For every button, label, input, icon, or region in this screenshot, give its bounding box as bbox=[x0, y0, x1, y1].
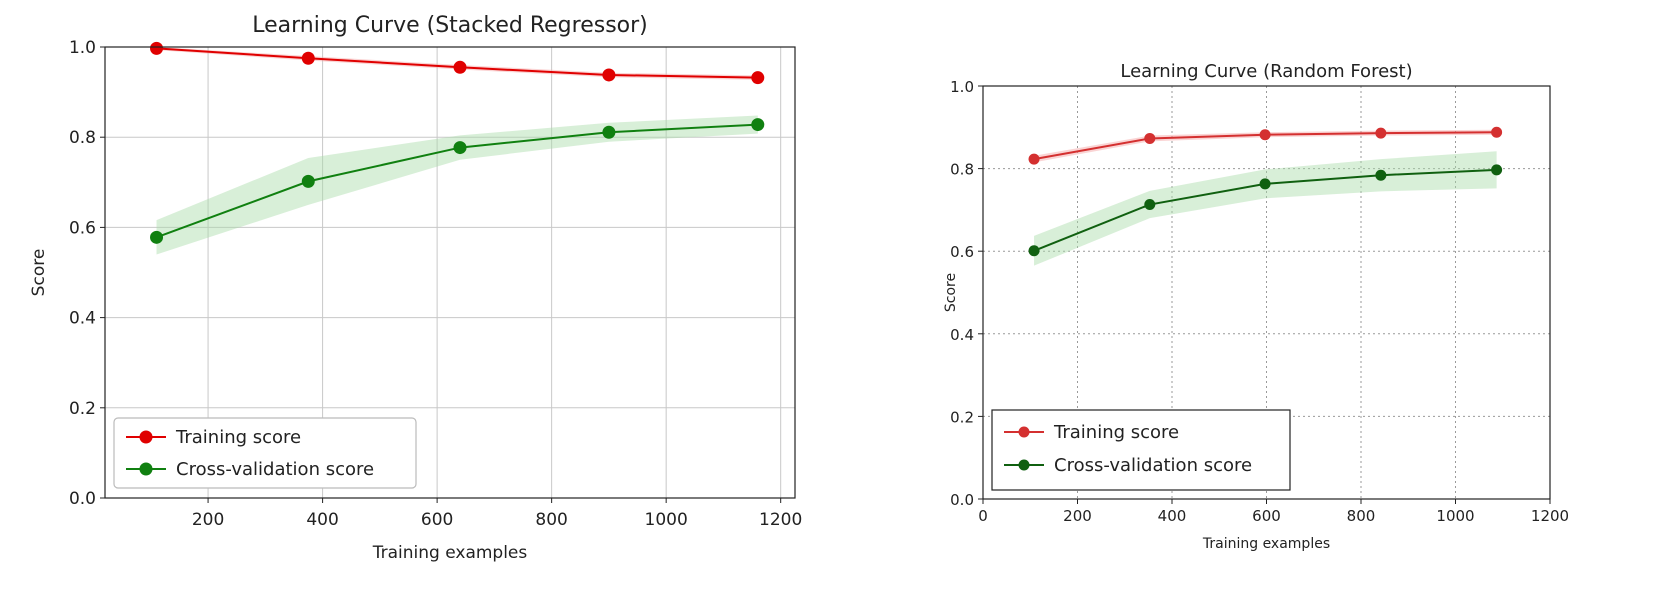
series-0-point bbox=[1028, 153, 1040, 165]
chart-title: Learning Curve (Random Forest) bbox=[1120, 61, 1412, 82]
legend-swatch-marker bbox=[139, 462, 153, 476]
legend-label: Training score bbox=[1053, 422, 1179, 443]
x-tick-label: 200 bbox=[1063, 507, 1092, 525]
x-tick-label: 1000 bbox=[645, 510, 688, 530]
stacked-regressor-learning-curve-chart: 200 400 600 800 1000 1200 0.0 0.2 0.4 0.6 0.8 1.0 Le… bbox=[29, 13, 802, 563]
x-tick-label: 1200 bbox=[1531, 507, 1569, 525]
y-tick-label: 0.6 bbox=[69, 218, 96, 238]
series-1-point bbox=[150, 230, 164, 244]
series-0-point bbox=[453, 60, 467, 74]
series-1-point bbox=[602, 125, 616, 139]
series-0-point bbox=[1144, 132, 1156, 144]
y-tick-label: 0.0 bbox=[950, 491, 974, 509]
legend-swatch-marker bbox=[139, 430, 153, 444]
x-tick-label: 600 bbox=[421, 510, 453, 530]
y-tick-label: 0.2 bbox=[950, 408, 974, 426]
series-0-point bbox=[751, 71, 765, 85]
series-1-point bbox=[453, 141, 467, 155]
series-0-point bbox=[150, 41, 164, 55]
y-tick-label: 1.0 bbox=[69, 38, 96, 58]
series-0-point bbox=[1491, 126, 1503, 138]
x-tick-label: 800 bbox=[1347, 507, 1376, 525]
series-0-point bbox=[301, 51, 315, 65]
legend-label: Cross-validation score bbox=[1054, 455, 1252, 476]
legend-label: Training score bbox=[175, 427, 301, 448]
series-1-point bbox=[1144, 199, 1156, 211]
x-tick-label: 1000 bbox=[1436, 507, 1474, 525]
x-axis-label: Training examples bbox=[372, 543, 528, 563]
random-forest-learning-curve-chart: 0 200 400 600 800 1000 1200 0.0 0.2 0.4 0.6 0.8 1.0 L… bbox=[943, 61, 1569, 552]
y-tick-label: 0.6 bbox=[950, 243, 974, 261]
series-1-point bbox=[301, 174, 315, 188]
x-tick-label: 400 bbox=[1158, 507, 1187, 525]
plot-frame bbox=[104, 46, 796, 499]
x-tick-label: 0 bbox=[978, 507, 988, 525]
series-1-point bbox=[1491, 164, 1503, 176]
x-tick-label: 600 bbox=[1252, 507, 1281, 525]
legend-label: Cross-validation score bbox=[176, 459, 374, 480]
x-axis-label: Training examples bbox=[1202, 536, 1330, 552]
y-tick-label: 0.2 bbox=[69, 399, 96, 419]
x-tick-label: 200 bbox=[192, 510, 224, 530]
y-tick-label: 0.8 bbox=[950, 161, 974, 179]
series-1-point bbox=[751, 118, 765, 132]
series-0-point bbox=[602, 68, 616, 82]
chart-title: Learning Curve (Stacked Regressor) bbox=[252, 13, 648, 38]
y-tick-label: 0.4 bbox=[950, 326, 974, 344]
y-axis-label: Score bbox=[943, 273, 959, 312]
y-tick-label: 0.0 bbox=[69, 489, 96, 509]
series-0-point bbox=[1375, 127, 1387, 139]
x-tick-label: 400 bbox=[306, 510, 338, 530]
series-0-point bbox=[1259, 129, 1271, 141]
legend-box bbox=[991, 409, 1291, 491]
y-tick-label: 0.8 bbox=[69, 128, 96, 148]
series-1-point bbox=[1028, 245, 1040, 257]
series-1-point bbox=[1375, 169, 1387, 181]
legend-box bbox=[113, 417, 417, 489]
legend-swatch-marker bbox=[1018, 426, 1030, 438]
x-tick-label: 800 bbox=[535, 510, 567, 530]
y-axis-label: Score bbox=[29, 249, 49, 297]
y-tick-label: 0.4 bbox=[69, 309, 96, 329]
x-tick-label: 1200 bbox=[759, 510, 802, 530]
series-1-point bbox=[1259, 178, 1271, 190]
y-tick-label: 1.0 bbox=[950, 78, 974, 96]
legend-swatch-marker bbox=[1018, 459, 1030, 471]
